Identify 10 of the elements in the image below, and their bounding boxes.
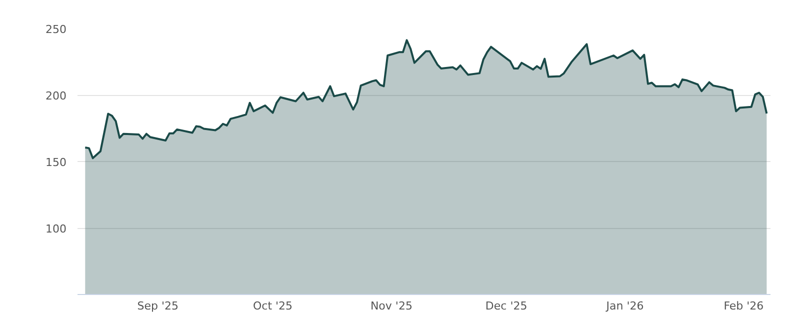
x-tick-label: Dec '25 <box>485 300 528 312</box>
x-tick-label: Oct '25 <box>252 300 293 312</box>
x-tick-label: Jan '26 <box>605 300 644 312</box>
y-tick-label: 200 <box>46 90 67 102</box>
x-tick-label: Sep '25 <box>137 300 179 312</box>
y-tick-label: 100 <box>46 222 67 236</box>
y-tick-label: 250 <box>46 23 67 36</box>
y-tick-label: 150 <box>46 156 67 169</box>
x-tick-label: Nov '25 <box>370 300 412 312</box>
x-tick-label: Feb '26 <box>724 300 764 312</box>
